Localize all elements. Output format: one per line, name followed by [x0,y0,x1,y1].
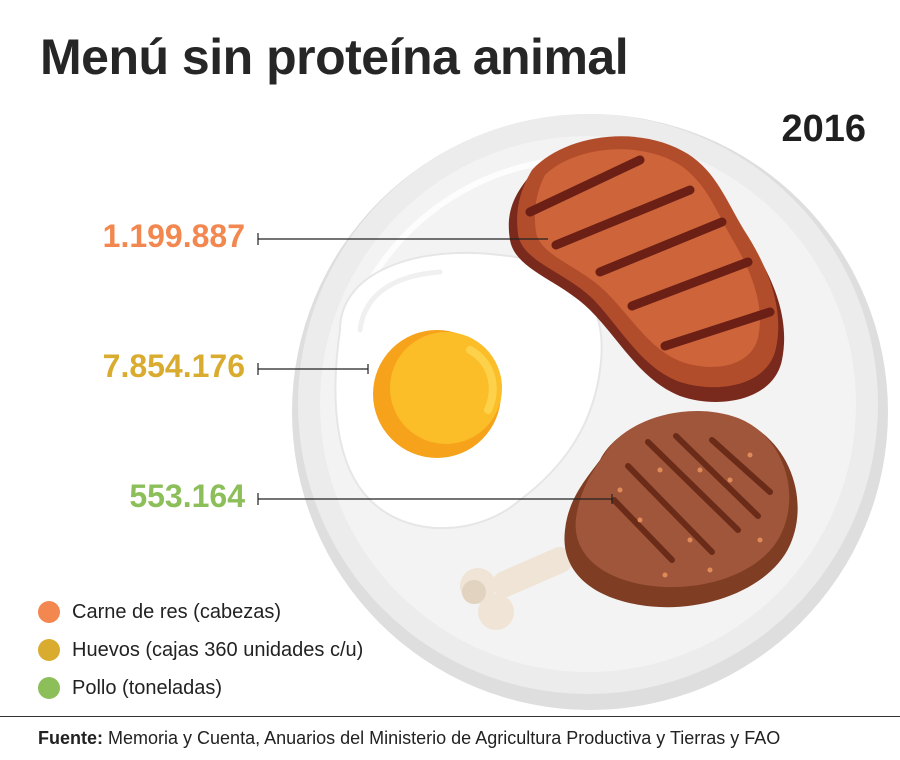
legend-item-eggs: Huevos (cajas 360 unidades c/u) [38,631,363,669]
year-label: 2016 [781,108,866,150]
legend: Carne de res (cabezas) Huevos (cajas 360… [38,593,363,707]
legend-label-chicken: Pollo (toneladas) [72,676,223,699]
source-label: Fuente: [38,728,103,748]
footer-divider [0,716,900,717]
value-beef: 1.199.887 [102,218,245,254]
steak-icon [508,136,785,402]
chicken-leg-icon [460,410,798,630]
legend-dot-eggs [38,639,60,661]
legend-dot-chicken [38,677,60,699]
page-title: Menú sin proteína animal [40,29,629,85]
value-chicken: 553.164 [129,478,245,514]
legend-item-chicken: Pollo (toneladas) [38,669,363,707]
legend-label-eggs: Huevos (cajas 360 unidades c/u) [72,638,364,661]
source-note: Fuente: Memoria y Cuenta, Anuarios del M… [38,728,780,749]
value-eggs: 7.854.176 [102,348,245,384]
source-text: Memoria y Cuenta, Anuarios del Ministeri… [108,728,781,748]
legend-label-beef: Carne de res (cabezas) [72,600,281,623]
legend-item-beef: Carne de res (cabezas) [38,593,363,631]
legend-dot-beef [38,601,60,623]
egg-icon [334,251,603,530]
